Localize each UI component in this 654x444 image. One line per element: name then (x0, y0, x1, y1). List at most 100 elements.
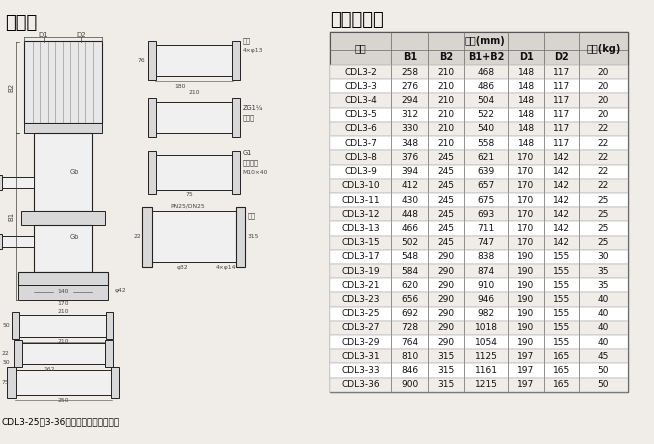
Bar (24, 41, 102, 123)
Bar (330, 165, 628, 179)
Text: 430: 430 (402, 195, 419, 205)
Text: 315: 315 (438, 352, 455, 361)
Text: B1: B1 (403, 52, 417, 62)
Bar (330, 236, 628, 250)
Text: 148: 148 (517, 124, 534, 134)
Text: 764: 764 (402, 338, 419, 347)
Text: 165: 165 (553, 381, 570, 389)
Text: 170: 170 (517, 181, 535, 190)
Text: 50: 50 (598, 366, 609, 375)
Text: B2: B2 (439, 52, 453, 62)
Text: 376: 376 (402, 153, 419, 162)
Text: 245: 245 (438, 195, 455, 205)
Bar (0, 175, 2, 190)
Text: 276: 276 (402, 82, 419, 91)
Text: 639: 639 (477, 167, 494, 176)
Text: 142: 142 (553, 181, 570, 190)
Text: 747: 747 (477, 238, 494, 247)
Text: 155: 155 (553, 338, 570, 347)
Text: 190: 190 (517, 252, 535, 262)
Text: 尺寸(mm): 尺寸(mm) (465, 36, 506, 46)
Text: 210: 210 (58, 339, 69, 344)
Bar (330, 79, 628, 93)
Text: 170: 170 (517, 167, 535, 176)
Text: CDL3-5: CDL3-5 (345, 110, 377, 119)
Text: 838: 838 (477, 252, 494, 262)
Text: 4×φ13: 4×φ13 (243, 48, 263, 53)
Text: 165: 165 (553, 366, 570, 375)
Text: 40: 40 (598, 324, 609, 333)
Text: CDL3-8: CDL3-8 (345, 153, 377, 162)
Bar (330, 207, 628, 222)
Text: CDL3-36: CDL3-36 (341, 381, 380, 389)
Text: 型号: 型号 (355, 44, 367, 54)
Bar (330, 122, 628, 136)
Text: CDL3-27: CDL3-27 (341, 324, 380, 333)
Bar (148, 41, 156, 80)
Bar (18, 315, 109, 337)
Bar (330, 264, 628, 278)
Bar (21, 210, 105, 225)
Text: 50: 50 (2, 360, 10, 365)
Text: 620: 620 (402, 281, 419, 290)
Text: 466: 466 (402, 224, 419, 233)
Text: 142: 142 (553, 167, 570, 176)
Text: CDL3-2: CDL3-2 (345, 67, 377, 77)
Text: 190: 190 (517, 309, 535, 318)
Bar (330, 93, 628, 108)
Text: 874: 874 (477, 266, 494, 276)
Text: 22: 22 (598, 139, 609, 148)
Text: 245: 245 (438, 238, 455, 247)
Text: 22: 22 (598, 124, 609, 134)
Text: 290: 290 (438, 324, 455, 333)
Bar (330, 307, 628, 321)
Text: 245: 245 (438, 167, 455, 176)
Text: 142: 142 (553, 224, 570, 233)
Bar (156, 102, 233, 133)
Text: 210: 210 (438, 124, 455, 134)
Text: 117: 117 (553, 96, 570, 105)
Text: 210: 210 (58, 309, 69, 314)
Text: 412: 412 (402, 181, 419, 190)
Text: Gb: Gb (69, 169, 79, 175)
Text: 50: 50 (598, 381, 609, 389)
Text: 148: 148 (517, 96, 534, 105)
Bar (156, 155, 233, 190)
Text: 190: 190 (517, 324, 535, 333)
Text: 25: 25 (598, 238, 609, 247)
Text: 20: 20 (598, 82, 609, 91)
Text: CDL3-9: CDL3-9 (345, 167, 377, 176)
Text: 25: 25 (598, 195, 609, 205)
Text: 法兰: 法兰 (248, 212, 256, 218)
Text: 155: 155 (553, 309, 570, 318)
Text: 管螺纹: 管螺纹 (243, 114, 255, 121)
Text: 245: 245 (438, 210, 455, 219)
Text: ZG1¼: ZG1¼ (243, 105, 263, 111)
Text: CDL3-7: CDL3-7 (345, 139, 377, 148)
Bar (330, 32, 628, 392)
Text: 210: 210 (438, 82, 455, 91)
Text: 728: 728 (402, 324, 419, 333)
Text: 重量(kg): 重量(kg) (586, 44, 621, 54)
Bar (14, 370, 112, 395)
Bar (21, 343, 105, 364)
Text: B2: B2 (9, 83, 14, 92)
Text: 155: 155 (553, 295, 570, 304)
Text: 486: 486 (477, 82, 494, 91)
Bar (148, 151, 156, 194)
Bar (330, 250, 628, 264)
Text: 197: 197 (517, 366, 535, 375)
Text: 40: 40 (598, 295, 609, 304)
Text: 117: 117 (553, 67, 570, 77)
Text: 40: 40 (598, 338, 609, 347)
Bar (34, 225, 92, 272)
Text: CDL3-31: CDL3-31 (341, 352, 380, 361)
Bar (330, 108, 628, 122)
Text: 540: 540 (477, 124, 494, 134)
Text: CDL3-15: CDL3-15 (341, 238, 380, 247)
Text: 40: 40 (598, 309, 609, 318)
Text: CDL3-3: CDL3-3 (345, 82, 377, 91)
Text: CDL3-21: CDL3-21 (341, 281, 380, 290)
Text: 558: 558 (477, 139, 494, 148)
Text: 155: 155 (553, 266, 570, 276)
